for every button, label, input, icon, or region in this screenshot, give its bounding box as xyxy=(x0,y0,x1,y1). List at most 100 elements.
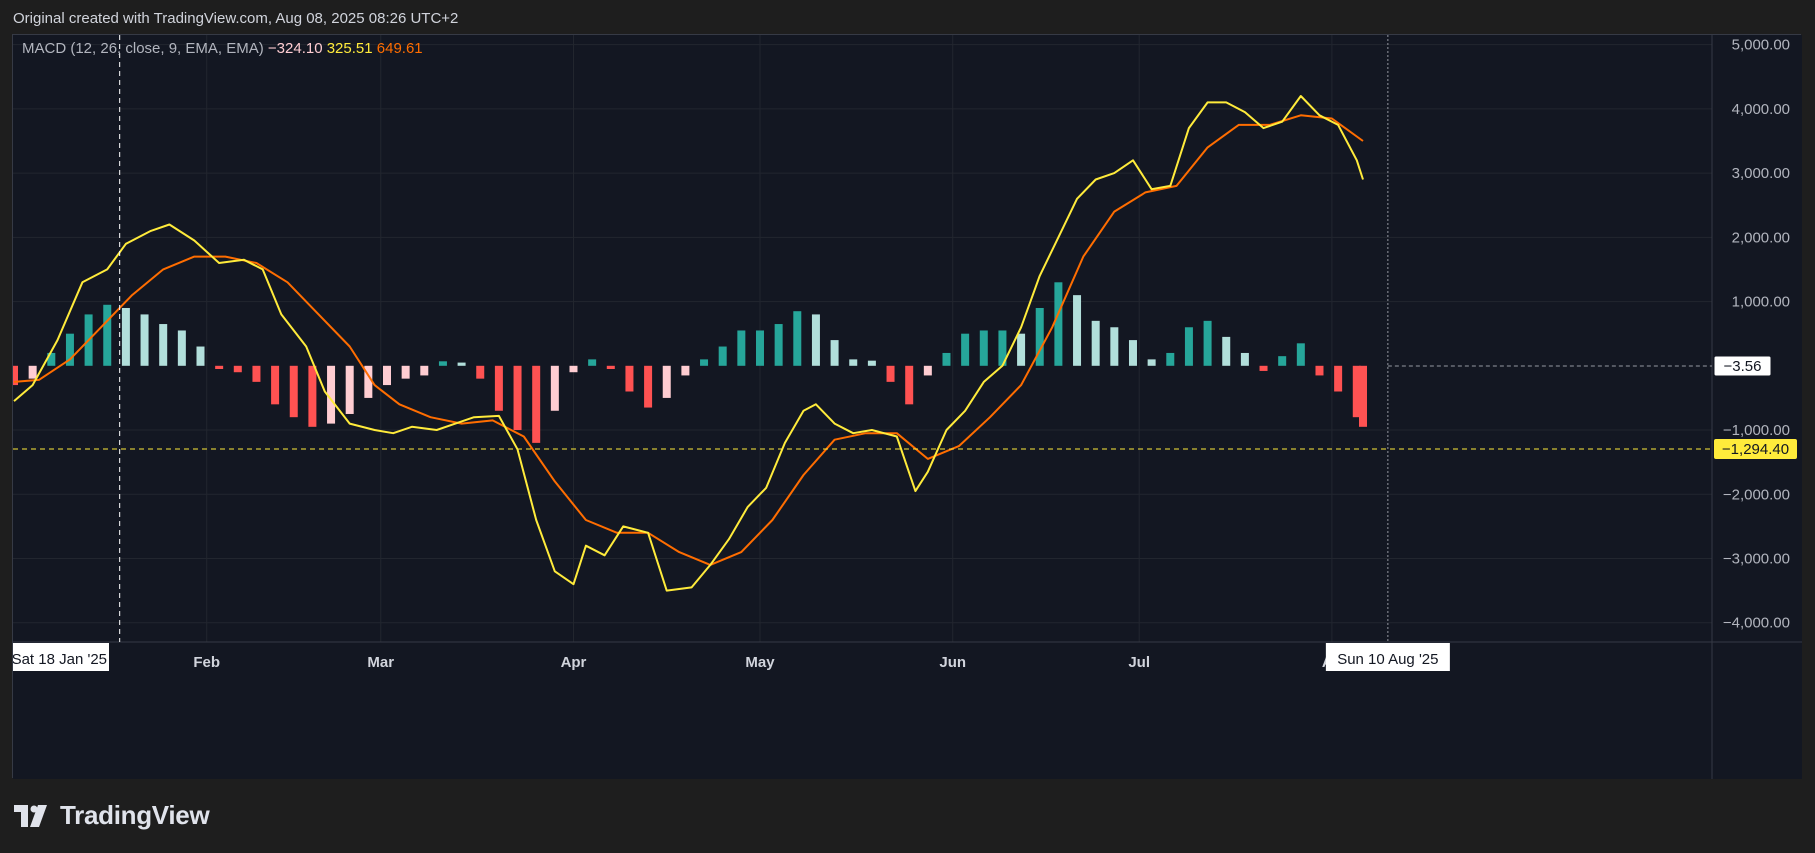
histogram-bar xyxy=(233,365,242,373)
histogram-bar xyxy=(625,365,634,392)
histogram-bar xyxy=(569,365,578,373)
histogram-bar xyxy=(923,365,932,376)
histogram-bar xyxy=(345,365,354,414)
signal-line-layer xyxy=(13,114,1364,566)
histogram-bar xyxy=(438,361,447,366)
histogram-bar xyxy=(401,365,410,379)
signal-value: 649.61 xyxy=(377,40,423,57)
crosshair-layer xyxy=(13,35,1712,642)
indicator-legend-text: MACD (12, 26, close, 9, EMA, EMA) −324.1… xyxy=(22,40,423,57)
histogram-bar xyxy=(308,365,317,427)
histogram-bar xyxy=(1035,307,1044,366)
histogram-bar xyxy=(1110,327,1119,366)
histogram-bar xyxy=(1017,333,1026,366)
histogram-layer xyxy=(13,282,1367,443)
macd-chart[interactable]: 5,000.00 4,000.00 3,000.00 2,000.00 1,000.00… xyxy=(13,35,1802,779)
histogram-bar xyxy=(1315,365,1324,376)
price-tick-label: −1,000.00 xyxy=(1723,422,1790,439)
histogram-bar xyxy=(289,365,298,418)
histogram-bar xyxy=(494,365,503,411)
indicator-name: MACD (12, 26, close, 9, EMA, EMA) xyxy=(22,40,268,57)
histogram-bar xyxy=(1334,365,1343,392)
histogram-bar xyxy=(1352,365,1361,418)
histogram-bar xyxy=(905,365,914,405)
histogram-bar xyxy=(532,365,541,443)
histogram-bar xyxy=(1073,295,1082,366)
histogram-bar xyxy=(811,314,820,366)
histogram-bar xyxy=(1128,340,1137,366)
histogram-bar xyxy=(457,362,466,366)
chart-source-caption: Original created with TradingView.com, A… xyxy=(13,10,459,27)
price-tick-label: 5,000.00 xyxy=(1732,37,1790,54)
histogram-bar xyxy=(159,324,168,366)
histogram-bar xyxy=(1054,282,1063,366)
histogram-bar xyxy=(364,365,373,398)
price-tick-label: −2,000.00 xyxy=(1723,486,1790,503)
histogram-bar xyxy=(830,340,839,366)
time-tick-label: May xyxy=(745,654,775,671)
tradingview-logo-icon xyxy=(14,804,47,827)
histogram-bar xyxy=(755,330,764,366)
histogram-bar xyxy=(849,359,858,366)
histogram-bar xyxy=(1296,343,1305,366)
histogram-bar xyxy=(942,352,951,366)
brand-name: TradingView xyxy=(60,800,210,830)
histogram-bar xyxy=(1278,356,1287,366)
histogram-bar xyxy=(550,365,559,411)
macd-chart-panel[interactable]: 5,000.00 4,000.00 3,000.00 2,000.00 1,000.00… xyxy=(12,34,1802,779)
histogram-bar xyxy=(177,330,186,366)
histogram-bar xyxy=(215,365,224,370)
histogram-bar xyxy=(979,330,988,366)
histogram-bar xyxy=(13,365,18,386)
histogram-bar xyxy=(65,333,74,366)
macd-line-layer xyxy=(13,95,1364,592)
grid-layer xyxy=(13,35,1802,779)
crosshair-date-label: Sat 18 Jan '25 xyxy=(13,651,107,668)
price-tick-label: −4,000.00 xyxy=(1723,615,1790,632)
histogram-bar xyxy=(513,365,522,431)
histogram-bar xyxy=(1259,365,1268,371)
price-tick-label: 4,000.00 xyxy=(1732,101,1790,118)
price-label-text: −1,294.40 xyxy=(1722,441,1789,458)
time-tick-label: Jun xyxy=(939,654,966,671)
price-tick-label: 3,000.00 xyxy=(1732,165,1790,182)
histogram-bar xyxy=(867,360,876,366)
price-tick-label: 1,000.00 xyxy=(1732,294,1790,311)
plot-background xyxy=(13,35,1802,779)
histogram-bar xyxy=(886,365,895,382)
histogram-bar xyxy=(718,346,727,366)
histogram-bar xyxy=(271,365,280,405)
histogram-bar xyxy=(103,304,112,366)
histogram-bar xyxy=(793,311,802,366)
time-tick-label: Apr xyxy=(561,654,587,671)
histogram-bar xyxy=(476,365,485,379)
histogram-bar xyxy=(140,314,149,366)
histogram-bar xyxy=(700,359,709,366)
histogram-bar xyxy=(1091,320,1100,366)
macd-value: 325.51 xyxy=(327,40,377,57)
tradingview-brand[interactable]: TradingView xyxy=(14,800,210,831)
histogram-bar xyxy=(420,365,429,376)
histogram-bar xyxy=(662,365,671,398)
histogram-value: −324.10 xyxy=(268,40,327,57)
histogram-bar xyxy=(1240,352,1249,366)
histogram-bar xyxy=(28,365,37,379)
macd-line xyxy=(13,95,1364,592)
histogram-bar xyxy=(1184,327,1193,366)
histogram-bar xyxy=(1359,365,1367,427)
histogram-bar xyxy=(588,359,597,366)
histogram-bar xyxy=(252,365,261,382)
histogram-bar xyxy=(998,330,1007,366)
time-tick-label: Jul xyxy=(1128,654,1150,671)
histogram-bar xyxy=(1222,336,1231,366)
histogram-bar xyxy=(1147,359,1156,366)
histogram-bar xyxy=(382,365,391,386)
histogram-bar xyxy=(196,346,205,366)
histogram-bar xyxy=(774,324,783,366)
crosshair-date-badge xyxy=(13,643,109,671)
histogram-bar xyxy=(1203,320,1212,366)
last-date-label: Sun 10 Aug '25 xyxy=(1337,651,1438,668)
price-label-text: −3.56 xyxy=(1724,358,1762,375)
price-label-badge xyxy=(1714,438,1797,459)
